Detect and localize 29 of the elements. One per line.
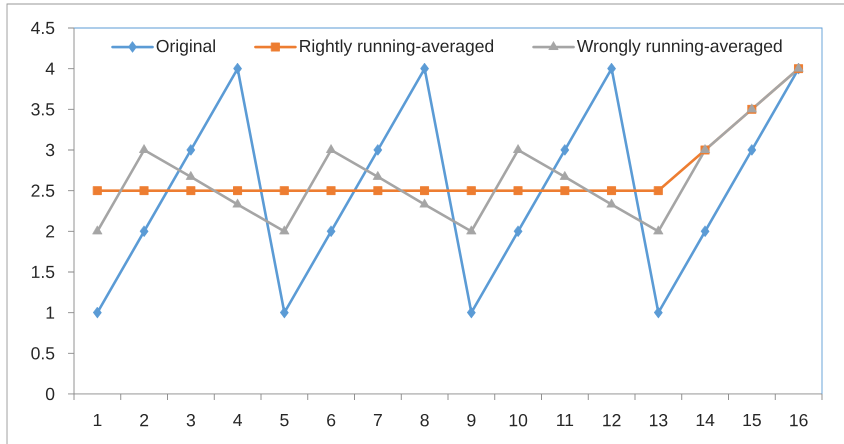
x-tick-label: 10 <box>510 414 528 426</box>
x-tick-label: 4 <box>233 414 242 426</box>
x-tick-label: 2 <box>140 414 148 426</box>
x-tick-label: 9 <box>467 414 476 426</box>
y-tick-label: 4.5 <box>31 22 54 34</box>
y-tick-label: 2.5 <box>32 184 54 197</box>
x-tick-label: 1 <box>94 414 102 426</box>
x-tick-label: 12 <box>603 414 620 426</box>
y-tick-label: 0.5 <box>31 347 54 360</box>
x-tick-label: 7 <box>374 414 382 426</box>
y-tick-label: 1 <box>46 306 54 319</box>
x-tick-label: 5 <box>280 414 289 426</box>
y-tick-label: 2 <box>46 225 54 238</box>
y-tick-label: 0 <box>46 388 54 400</box>
legend-label: Wrongly running-averaged <box>576 39 782 56</box>
y-tick-label: 3 <box>46 144 54 156</box>
x-tick-label: 11 <box>557 414 574 426</box>
x-tick-label: 6 <box>327 414 336 426</box>
y-tick-label: 4 <box>46 62 54 75</box>
y-tick-label: 1.5 <box>32 266 54 278</box>
y-tick-label: 3.5 <box>31 103 54 116</box>
x-tick-label: 15 <box>743 414 761 426</box>
x-tick-label: 16 <box>790 414 808 426</box>
x-tick-label: 14 <box>696 414 714 426</box>
x-tick-label: 8 <box>420 414 429 426</box>
x-tick-label: 13 <box>650 414 668 426</box>
legend-label: Original <box>156 39 215 56</box>
x-tick-label: 3 <box>186 414 195 426</box>
legend-label: Rightly running-averaged <box>300 39 494 56</box>
